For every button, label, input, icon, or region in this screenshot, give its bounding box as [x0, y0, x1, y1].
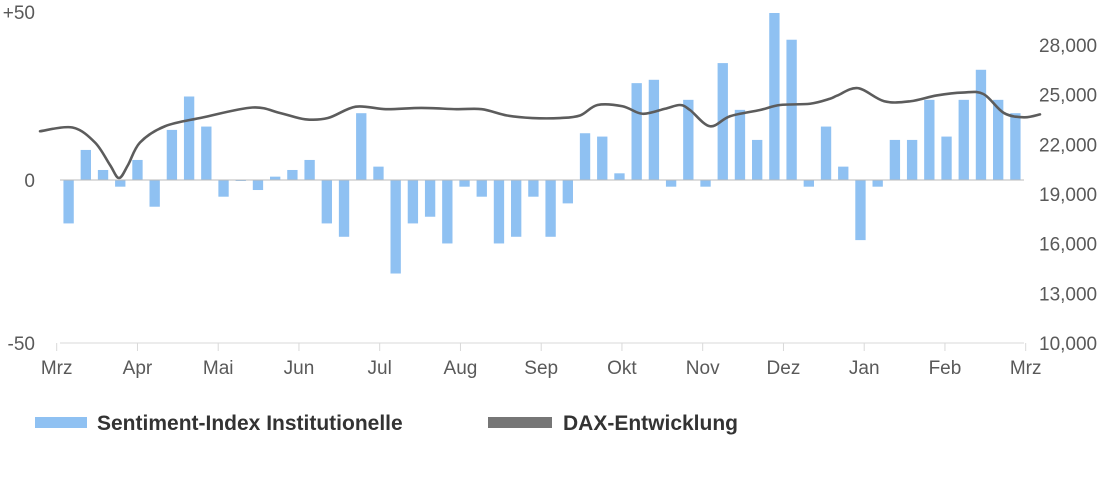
svg-text:Mrz: Mrz [1010, 358, 1042, 379]
svg-text:22,000: 22,000 [1039, 135, 1097, 156]
svg-text:Sentiment-Index Institutionell: Sentiment-Index Institutionelle [97, 412, 403, 435]
svg-text:25,000: 25,000 [1039, 86, 1097, 107]
svg-text:Okt: Okt [607, 358, 637, 379]
svg-text:0: 0 [24, 171, 35, 192]
svg-text:DAX-Entwicklung: DAX-Entwicklung [563, 412, 738, 435]
svg-text:Mrz: Mrz [41, 358, 73, 379]
svg-text:+50: +50 [3, 3, 35, 24]
svg-text:13,000: 13,000 [1039, 284, 1097, 305]
svg-text:Mai: Mai [203, 358, 234, 379]
svg-text:Feb: Feb [929, 358, 962, 379]
svg-text:28,000: 28,000 [1039, 36, 1097, 57]
svg-text:10,000: 10,000 [1039, 334, 1097, 355]
svg-text:Jun: Jun [284, 358, 315, 379]
svg-text:Nov: Nov [686, 358, 720, 379]
svg-text:Sep: Sep [524, 358, 558, 379]
svg-text:-50: -50 [8, 334, 35, 355]
svg-text:Aug: Aug [444, 358, 478, 379]
svg-text:Jan: Jan [849, 358, 880, 379]
svg-text:16,000: 16,000 [1039, 235, 1097, 256]
svg-text:Dez: Dez [767, 358, 801, 379]
svg-text:Apr: Apr [123, 358, 153, 379]
svg-text:19,000: 19,000 [1039, 185, 1097, 206]
svg-text:Jul: Jul [368, 358, 392, 379]
